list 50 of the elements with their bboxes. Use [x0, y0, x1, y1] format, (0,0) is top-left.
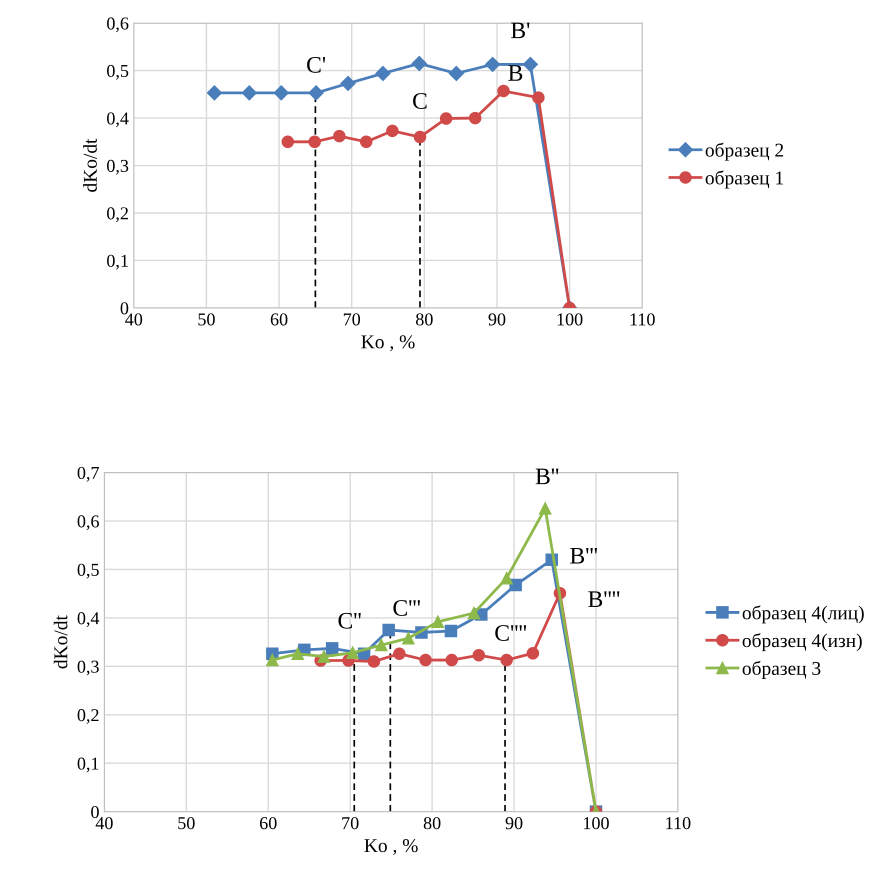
y-tick-label: 0,3 — [107, 160, 128, 175]
x-tick-label: 50 — [178, 817, 195, 830]
annotation: B' — [511, 22, 530, 38]
annotation: B'' — [536, 468, 558, 484]
annotation: C — [413, 93, 427, 109]
x-tick-label: 110 — [630, 313, 655, 326]
annotation: C''' — [393, 600, 420, 616]
y-tick-label: 0,5 — [107, 64, 128, 80]
y-tick-label: 0,1 — [107, 254, 128, 270]
y-tick-label: 0,2 — [78, 709, 99, 724]
y-tick-label: 0,1 — [78, 757, 98, 772]
y-tick-label: 0 — [91, 806, 99, 818]
y-axis-title: dKo/dt — [54, 615, 68, 668]
x-tick-label: 80 — [416, 313, 433, 326]
y-tick-label: 0,6 — [78, 515, 99, 530]
legend-label: образец 4(лиц) — [742, 605, 864, 624]
x-tick-label: 90 — [506, 817, 522, 830]
y-tick-label: 0,2 — [107, 207, 128, 222]
legend-label: образец 1 — [706, 170, 784, 188]
legend-label: образец 2 — [706, 142, 784, 161]
x-tick-label: 80 — [424, 817, 440, 830]
x-tick-label: 100 — [558, 313, 582, 326]
y-axis-title: dKo/dt — [83, 138, 97, 192]
x-tick-label: 40 — [125, 313, 142, 326]
y-tick-label: 0 — [120, 302, 128, 314]
annotation: C'''' — [495, 625, 526, 641]
x-axis-title: Ko , % — [364, 839, 418, 855]
x-tick-label: 110 — [666, 817, 690, 830]
x-tick-label: 60 — [260, 817, 277, 830]
legend-label: образец 3 — [742, 660, 820, 679]
x-tick-label: 100 — [584, 817, 609, 830]
x-axis-title: Ko , % — [361, 335, 415, 352]
legend-label: образец 4(изн) — [742, 633, 862, 652]
annotation: C'' — [338, 612, 361, 629]
x-tick-label: 60 — [270, 313, 288, 326]
y-tick-label: 0,7 — [78, 466, 99, 482]
annotation: B'''' — [588, 591, 620, 607]
y-tick-label: 0,4 — [78, 612, 100, 627]
x-tick-label: 50 — [198, 313, 215, 326]
x-tick-label: 90 — [488, 313, 506, 326]
y-tick-label: 0,3 — [78, 660, 99, 676]
y-tick-label: 0,6 — [107, 17, 128, 32]
annotation: C' — [307, 56, 326, 73]
x-tick-label: 40 — [96, 817, 113, 830]
annotation: B — [508, 65, 522, 81]
y-tick-label: 0,5 — [78, 564, 99, 579]
y-tick-label: 0,4 — [107, 112, 129, 128]
x-tick-label: 70 — [344, 313, 360, 326]
x-tick-label: 70 — [342, 817, 359, 830]
annotation: B''' — [570, 548, 597, 564]
